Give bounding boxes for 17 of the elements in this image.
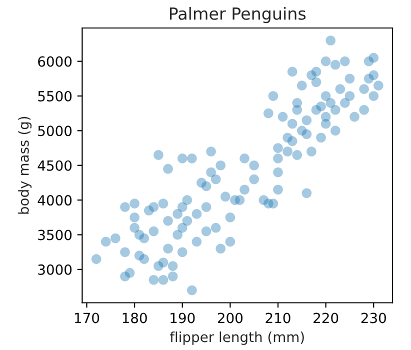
x-tick-label: 170 xyxy=(75,312,100,324)
chart-title: Palmer Penguins xyxy=(170,7,306,24)
y-tick-label: 4500 xyxy=(38,160,72,171)
x-tick-label: 230 xyxy=(361,312,386,324)
x-tick-label: 180 xyxy=(122,312,147,324)
y-tick-label: 3000 xyxy=(38,264,72,275)
y-axis-title: body mass (g) xyxy=(18,116,32,214)
x-tick-label: 220 xyxy=(314,312,338,324)
y-tick-label: 5500 xyxy=(38,90,72,102)
y-tick-label: 4000 xyxy=(38,195,72,206)
y-tick-label: 6000 xyxy=(38,56,72,67)
x-tick-label: 200 xyxy=(218,312,243,324)
x-axis-title: flipper length (mm) xyxy=(170,331,304,345)
x-tick-label: 190 xyxy=(170,312,195,324)
y-tick-label: 3500 xyxy=(38,230,72,240)
y-tick-label: 5000 xyxy=(38,126,72,136)
x-tick-label: 210 xyxy=(266,312,290,324)
